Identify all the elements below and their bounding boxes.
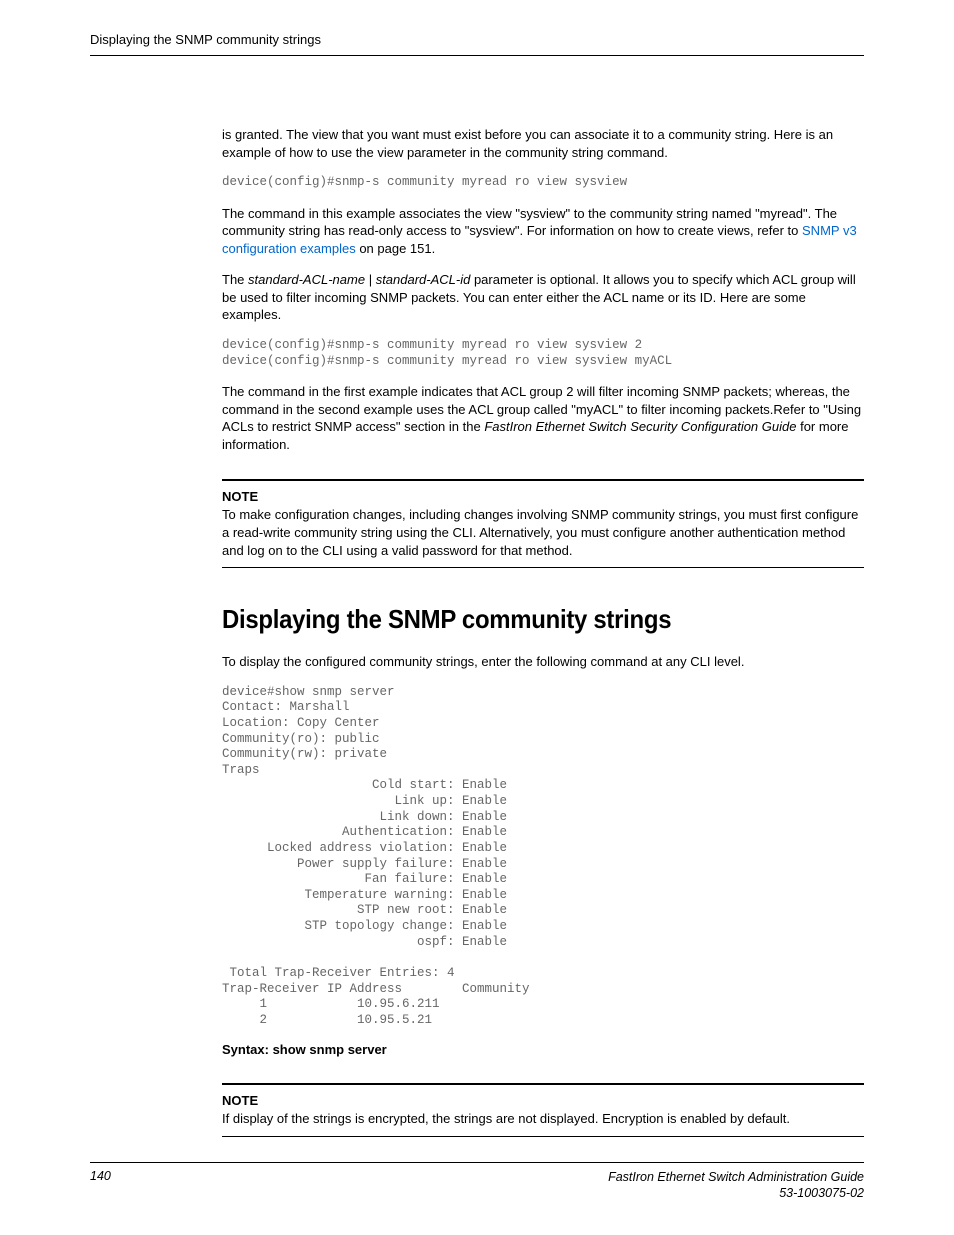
paragraph: The command in this example associates t… <box>222 205 864 258</box>
syntax-line: Syntax: show snmp server <box>222 1042 864 1057</box>
footer-doc-number: 53-1003075-02 <box>608 1185 864 1201</box>
code-block: device(config)#snmp-s community myread r… <box>222 338 864 369</box>
note-rule <box>222 567 864 568</box>
doc-title-ref: FastIron Ethernet Switch Security Config… <box>484 419 796 434</box>
footer-guide-title: FastIron Ethernet Switch Administration … <box>608 1169 864 1185</box>
paragraph: The command in the first example indicat… <box>222 383 864 453</box>
param-name: standard-ACL-name <box>248 272 365 287</box>
note-label: NOTE <box>222 489 864 504</box>
running-header: Displaying the SNMP community strings <box>90 32 864 47</box>
note-body: To make configuration changes, including… <box>222 506 864 559</box>
header-rule <box>90 55 864 56</box>
text: The <box>222 272 248 287</box>
footer-rule <box>90 1162 864 1163</box>
section-heading: Displaying the SNMP community strings <box>222 604 813 635</box>
paragraph: To display the configured community stri… <box>222 653 864 671</box>
param-name: standard-ACL-id <box>376 272 471 287</box>
text: The command in this example associates t… <box>222 206 837 239</box>
page-footer: 140 FastIron Ethernet Switch Administrat… <box>90 1162 864 1202</box>
note-rule <box>222 479 864 481</box>
note-label: NOTE <box>222 1093 864 1108</box>
code-block: device(config)#snmp-s community myread r… <box>222 175 864 191</box>
text: | <box>365 272 376 287</box>
note-rule <box>222 1136 864 1137</box>
code-block: device#show snmp server Contact: Marshal… <box>222 685 864 1029</box>
text: on page 151. <box>356 241 436 256</box>
main-content: is granted. The view that you want must … <box>222 126 864 1137</box>
note-body: If display of the strings is encrypted, … <box>222 1110 864 1128</box>
page-number: 140 <box>90 1169 111 1202</box>
note-rule <box>222 1083 864 1085</box>
paragraph: The standard-ACL-name | standard-ACL-id … <box>222 271 864 324</box>
paragraph: is granted. The view that you want must … <box>222 126 864 161</box>
